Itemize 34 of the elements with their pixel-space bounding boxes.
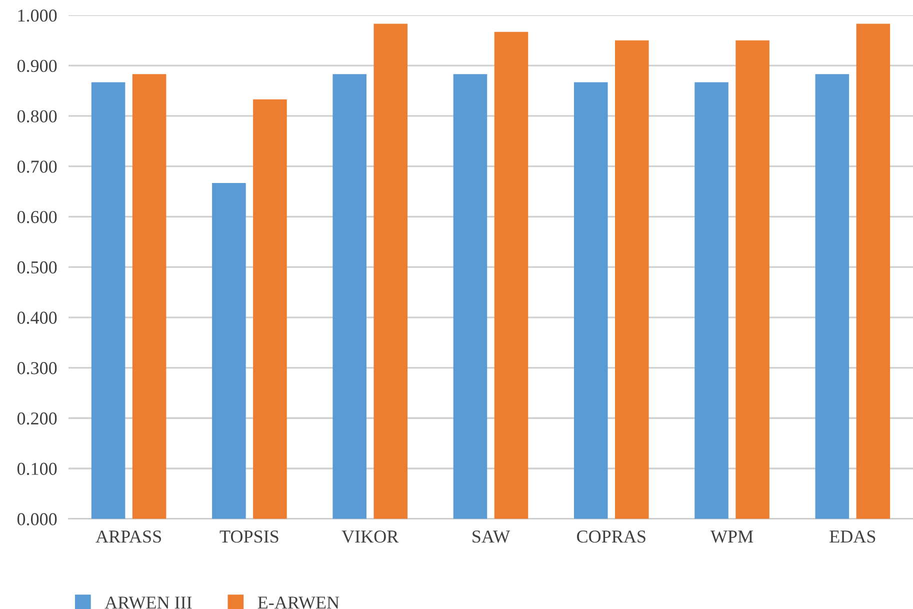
bar bbox=[374, 24, 408, 519]
x-tick-label: TOPSIS bbox=[220, 530, 278, 543]
bar bbox=[615, 40, 649, 519]
x-tick-label: EDAS bbox=[830, 530, 876, 543]
bar bbox=[332, 74, 366, 519]
y-tick-label: 0.500 bbox=[17, 261, 57, 274]
y-tick-label: 0.800 bbox=[17, 110, 57, 122]
bar bbox=[253, 99, 287, 519]
bar bbox=[856, 24, 890, 519]
x-tick-label: WPM bbox=[710, 530, 754, 543]
y-tick-label: 0.000 bbox=[17, 513, 57, 526]
bar bbox=[574, 82, 608, 519]
bar bbox=[453, 74, 488, 519]
bar bbox=[694, 82, 728, 519]
legend-label: ARWEN III bbox=[104, 596, 192, 609]
y-tick-label: 0.200 bbox=[17, 412, 57, 425]
bar bbox=[212, 182, 246, 519]
bar bbox=[132, 74, 166, 519]
bar bbox=[736, 40, 770, 519]
y-tick-label: 0.600 bbox=[17, 210, 57, 224]
y-tick-label: 0.400 bbox=[17, 312, 57, 324]
x-tick-label: SAW bbox=[472, 530, 510, 543]
y-tick-label: 1.000 bbox=[18, 9, 57, 22]
bar bbox=[815, 74, 850, 519]
x-tick-label: ARPASS bbox=[96, 530, 161, 543]
bar bbox=[91, 82, 126, 519]
y-tick-label: 0.700 bbox=[17, 160, 57, 173]
y-tick-label: 0.300 bbox=[17, 362, 57, 374]
y-tick-label: 0.100 bbox=[17, 462, 57, 476]
x-tick-label: VIKOR bbox=[342, 530, 399, 543]
legend-label: E-ARWEN bbox=[258, 596, 340, 609]
y-tick-label: 0.900 bbox=[17, 60, 57, 72]
bar bbox=[494, 32, 528, 519]
x-tick-label: COPRAS bbox=[577, 530, 646, 543]
